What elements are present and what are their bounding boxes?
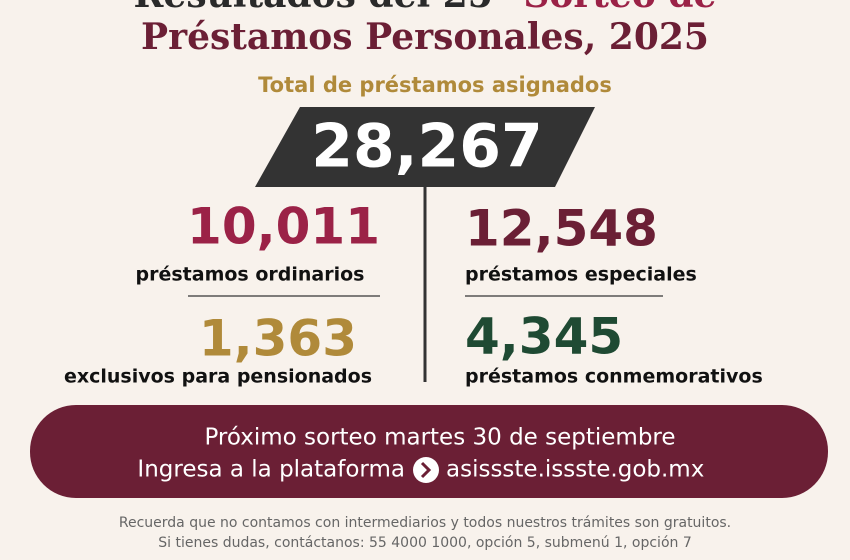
title-line1: Resultados del 25° Sorteo de (134, 0, 717, 16)
title-line2: Préstamos Personales, 2025 (141, 16, 709, 58)
stat-value: 10,011 (187, 198, 380, 256)
arrow-chevron (420, 461, 432, 479)
stat-label: préstamos conmemorativos (465, 366, 763, 388)
stat-value: 12,548 (465, 200, 658, 258)
stat-value: 1,363 (199, 310, 357, 368)
stat-label: exclusivos para pensionados (64, 366, 372, 388)
banner-url[interactable]: asissste.issste.gob.mx (446, 457, 704, 483)
footer-line: Si tienes dudas, contáctanos: 55 4000 10… (158, 535, 692, 551)
stat-label: préstamos especiales (465, 264, 697, 286)
stat-value: 4,345 (465, 308, 623, 366)
total-badge (255, 107, 595, 187)
footer-line: Recuerda que no contamos con intermediar… (119, 515, 731, 531)
banner-line1: Próximo sorteo martes 30 de septiembre (204, 425, 675, 451)
title-part: Sorteo de (523, 0, 716, 16)
banner (30, 405, 828, 498)
title-part: Resultados del 25° (134, 0, 511, 16)
subtitle: Total de préstamos asignados (258, 73, 612, 97)
banner-text: Ingresa a la plataforma (137, 457, 405, 483)
stat-label: préstamos ordinarios (136, 264, 365, 286)
arrow-icon (413, 457, 439, 483)
total: 28,267 (311, 112, 543, 182)
